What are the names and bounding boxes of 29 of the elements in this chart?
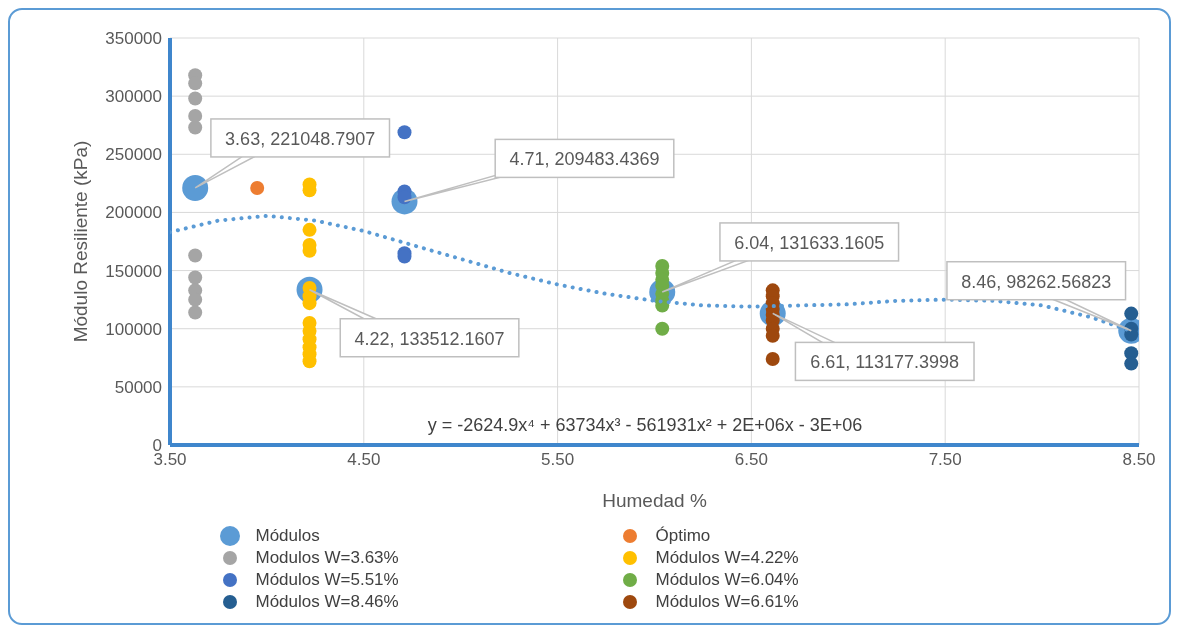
- x-axis-title: Humedad %: [602, 490, 707, 511]
- legend-label: Módulos W=6.61%: [655, 592, 799, 612]
- legend-label: Módulos W=8.46%: [255, 592, 399, 612]
- x-tick-label: 4.50: [347, 450, 381, 470]
- y-tick-label: 150000: [105, 261, 162, 281]
- legend-label: Módulos: [255, 526, 320, 546]
- legend-label: Modulos W=3.63%: [255, 548, 399, 568]
- legend-label: Módulos W=6.04%: [655, 570, 799, 590]
- annotation: 4.71, 209483.4369: [509, 149, 660, 170]
- y-tick-label: 100000: [105, 319, 162, 339]
- annotation: 6.61, 113177.3998: [810, 352, 960, 373]
- annotation: 8.46, 98262.56823: [961, 271, 1112, 292]
- annotation: 3.63, 221048.7907: [225, 128, 376, 149]
- y-tick-label: 50000: [114, 377, 162, 397]
- y-axis-title: Módulo Resiliente (kPa): [69, 140, 91, 343]
- legend-label: Módulos W=5.51%: [255, 570, 399, 590]
- y-tick-label: 200000: [105, 203, 162, 223]
- x-tick-label: 7.50: [928, 450, 962, 470]
- x-tick-label: 8.50: [1122, 450, 1156, 470]
- y-tick-label: 250000: [105, 145, 162, 165]
- legend-label: Óptimo: [655, 526, 711, 546]
- legend-label: Módulos W=4.22%: [655, 548, 799, 568]
- annotation: 4.22, 133512.1607: [354, 328, 505, 349]
- annotation: 6.04, 131633.1605: [734, 232, 885, 253]
- y-tick-label: 350000: [105, 29, 162, 49]
- annotation: y = -2624.9x⁴ + 63734x³ - 561931x² + 2E+06x - 3E+06: [427, 415, 863, 435]
- x-tick-label: 5.50: [541, 450, 575, 470]
- x-tick-label: 6.50: [734, 450, 768, 470]
- y-tick-label: 300000: [105, 87, 162, 107]
